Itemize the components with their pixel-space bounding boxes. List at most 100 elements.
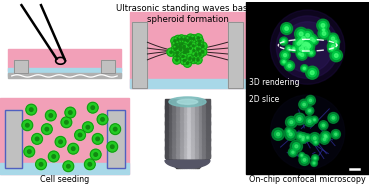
Circle shape (55, 136, 66, 147)
Circle shape (183, 47, 185, 49)
Circle shape (330, 49, 342, 62)
Bar (165, 129, 169, 131)
Circle shape (307, 34, 317, 44)
Bar (206, 129, 210, 131)
Circle shape (333, 131, 339, 137)
Bar (203, 137, 206, 139)
Circle shape (186, 44, 194, 52)
Bar (195, 99, 199, 101)
Bar (8, 49, 121, 70)
Bar (187, 114, 191, 116)
Bar (176, 148, 180, 150)
Circle shape (176, 59, 178, 61)
Bar (169, 153, 172, 155)
Circle shape (172, 40, 180, 49)
Bar (165, 156, 169, 158)
Bar (178, 159, 181, 160)
Bar (176, 144, 180, 146)
Circle shape (305, 135, 310, 140)
Polygon shape (165, 160, 210, 168)
Bar (176, 101, 180, 102)
Circle shape (304, 134, 311, 141)
Bar (195, 131, 199, 133)
Circle shape (331, 37, 340, 46)
Circle shape (184, 52, 186, 53)
Bar (203, 139, 206, 141)
Circle shape (181, 43, 183, 45)
Circle shape (110, 145, 114, 149)
Circle shape (297, 134, 303, 139)
Bar (194, 164, 197, 166)
Bar (178, 160, 181, 161)
Bar (184, 124, 187, 126)
Circle shape (189, 55, 198, 64)
Circle shape (185, 41, 193, 49)
Bar (165, 135, 169, 136)
Bar (184, 161, 187, 162)
Bar (191, 119, 195, 120)
Bar (180, 114, 184, 116)
Circle shape (306, 33, 310, 37)
Bar (165, 155, 169, 157)
Bar (191, 115, 195, 117)
Bar (189, 165, 192, 167)
Circle shape (321, 132, 331, 142)
Bar (165, 133, 169, 135)
Bar (165, 138, 169, 140)
Bar (185, 163, 187, 165)
Bar (187, 123, 191, 125)
Bar (191, 110, 195, 111)
Bar (191, 99, 195, 101)
Bar (206, 108, 210, 110)
Bar (187, 145, 191, 147)
Circle shape (68, 111, 72, 114)
Circle shape (177, 46, 178, 48)
Bar (195, 103, 199, 104)
Bar (184, 110, 187, 111)
Circle shape (180, 49, 188, 56)
Circle shape (192, 58, 195, 61)
Bar (172, 118, 176, 119)
Circle shape (167, 48, 175, 56)
Bar (199, 107, 203, 109)
Bar (165, 123, 169, 125)
Circle shape (63, 161, 74, 172)
Circle shape (321, 136, 327, 142)
Bar (187, 108, 191, 110)
Bar (203, 114, 206, 116)
Circle shape (293, 143, 300, 150)
Bar (172, 144, 176, 146)
Bar (170, 158, 174, 159)
Bar (165, 108, 169, 110)
Bar (195, 119, 199, 120)
Bar (195, 104, 199, 105)
Circle shape (312, 118, 317, 122)
Bar (176, 102, 180, 103)
Circle shape (310, 37, 313, 40)
Circle shape (26, 104, 37, 115)
Bar (206, 152, 210, 153)
Circle shape (311, 116, 318, 124)
Circle shape (282, 59, 287, 64)
Bar (171, 159, 174, 160)
Bar (165, 136, 169, 137)
Circle shape (189, 37, 192, 39)
Bar (169, 128, 172, 130)
Circle shape (304, 31, 311, 39)
Circle shape (65, 121, 68, 124)
Circle shape (335, 133, 337, 135)
Bar (176, 118, 180, 119)
Bar (187, 161, 191, 162)
Bar (184, 127, 187, 128)
Circle shape (183, 51, 185, 53)
Circle shape (296, 115, 303, 123)
Bar (203, 128, 206, 130)
Bar (187, 131, 191, 133)
Bar (184, 154, 187, 156)
Bar (206, 140, 210, 142)
Bar (199, 138, 203, 140)
Circle shape (305, 96, 315, 105)
Circle shape (329, 35, 336, 42)
Bar (206, 143, 210, 144)
Bar (203, 136, 206, 137)
